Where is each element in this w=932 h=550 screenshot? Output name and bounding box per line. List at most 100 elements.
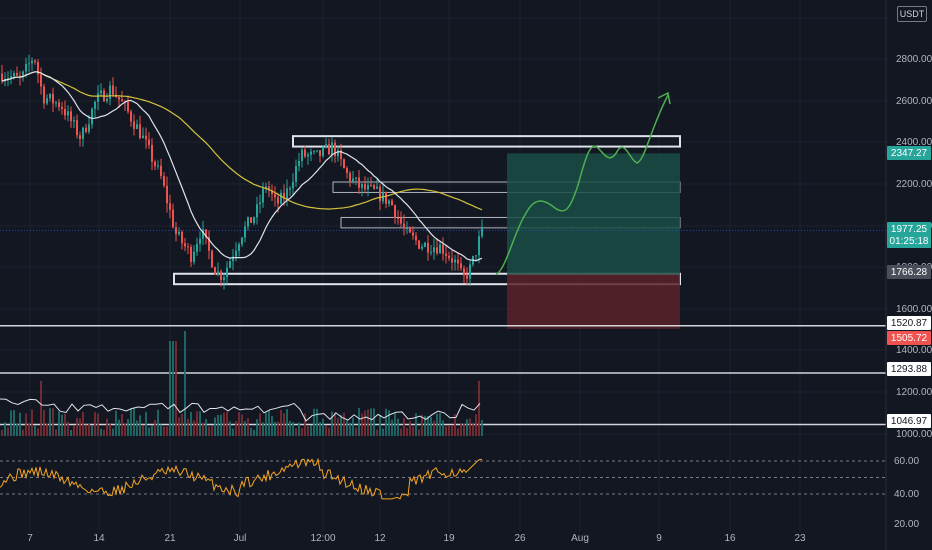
candle-body [355,177,357,179]
volume-bar [364,410,366,436]
candle-body [10,76,12,79]
countdown-label: 01:25:18 [890,236,929,247]
candle-body [154,161,156,167]
candle-body [133,121,135,129]
candle-body [112,85,114,95]
candle-body [397,217,399,219]
volume-bar [10,410,12,436]
volume-bar [448,425,450,436]
candle-body [43,86,45,104]
volume-bar [421,414,423,436]
volume-bar [370,408,372,436]
volume-bar [169,341,171,436]
volume-bar [247,418,249,436]
price-target-badge [887,146,931,160]
volume-bar [319,422,321,436]
candle-body [388,200,390,204]
candle-body [97,93,99,102]
volume-bar [109,424,111,436]
candle-body [70,111,72,122]
volume-bar [274,421,276,436]
target-zone [507,153,680,275]
candle-body [22,71,24,77]
projection-curve [495,94,669,275]
candle-body [391,200,393,206]
candle-body [439,244,441,254]
volume-bar [352,417,354,436]
volume-bar [106,418,108,436]
volume-bar [58,411,60,436]
candlesticks [1,54,483,290]
volume-bar [373,408,375,436]
volume-bar [184,331,186,436]
volume-bar [55,429,57,436]
volume-bar [13,410,15,436]
candle-body [229,261,231,268]
volume-bar [313,408,315,436]
volume-bar [382,428,384,436]
volume-bar [175,341,177,436]
volume-bar [346,420,348,436]
volume-bar [124,423,126,436]
volume-bar [427,415,429,436]
candle-body [7,78,9,80]
volume-bar [202,422,204,436]
price-white-badge [887,414,931,428]
candle-body [328,144,330,155]
volume-bar [217,414,219,436]
volume-bar [289,421,291,436]
candle-body [442,244,444,254]
candle-body [85,127,87,132]
candle-body [100,90,102,94]
candle-body [94,101,96,109]
candle-body [256,204,258,218]
candle-body [445,253,447,256]
volume-bar [403,418,405,436]
volume-bar [415,413,417,436]
volume-bar [238,412,240,436]
volume-bar [22,429,24,436]
last-price-badge [887,222,931,248]
volume-bar [103,429,105,436]
volume-bar [193,420,195,436]
volume-bar [256,419,258,436]
volume-bar [424,415,426,436]
candle-body [268,186,270,191]
volume-bar [4,422,6,436]
date-axis[interactable]: 7 14 21 Jul 12:00 12 19 26 Aug 9 16 23 [27,533,806,544]
volume-bar [250,427,252,436]
volume-bar [190,411,192,436]
candle-body [172,209,174,228]
volume-bar [64,413,66,436]
candle-body [13,73,15,77]
candle-body [40,74,42,87]
candle-body [301,149,303,162]
volume-bar [100,428,102,436]
candle-body [82,127,84,140]
volume-bar [472,424,474,436]
candle-body [136,124,138,129]
volume-bar [358,408,360,436]
volume-bar [331,411,333,436]
volume-bar [433,420,435,436]
candle-body [250,217,252,223]
price-zones [173,135,681,329]
volume-bar [466,419,468,436]
volume-bar [88,423,90,436]
volume-bar [277,421,279,436]
candle-body [451,258,453,263]
volume-bar [355,427,357,436]
volume-bar [136,420,138,436]
stop-zone [507,274,680,329]
candle-body [349,172,351,182]
currency-label[interactable]: USDT [897,6,927,22]
price-tick-label: 2200.00 [896,179,932,190]
volume-bar [181,413,183,436]
candle-body [331,142,333,155]
candle-body [433,247,435,253]
candle-body [283,192,285,199]
date-tick-label: 23 [794,533,806,544]
volume-bar [67,421,69,436]
volume-bar [97,413,99,436]
